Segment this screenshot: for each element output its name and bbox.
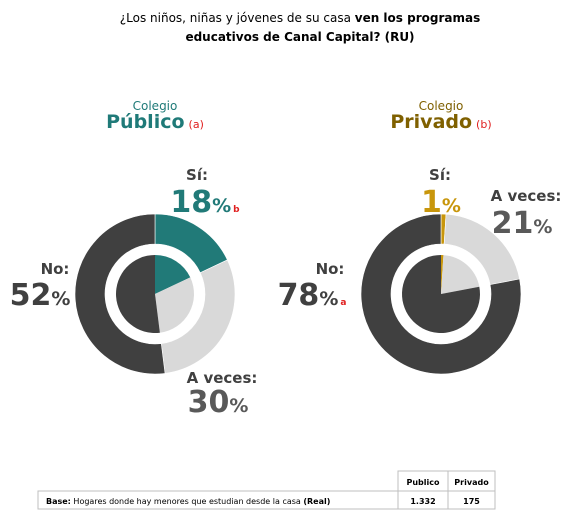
row-label-part: (Real) bbox=[303, 497, 330, 506]
inner-slice bbox=[402, 255, 480, 333]
table-value: 1.332 bbox=[410, 497, 435, 506]
chart-heading: Público (a) bbox=[106, 111, 204, 133]
table-row-label: Base: Hogares donde hay menores que estu… bbox=[46, 497, 330, 506]
chart-subtitle: Colegio bbox=[419, 99, 464, 113]
donut-slice bbox=[160, 259, 236, 374]
value-number: 78 bbox=[278, 278, 320, 313]
donut-slice bbox=[360, 213, 522, 375]
chart-title: educativos de Canal Capital? (RU) bbox=[185, 30, 414, 44]
value-unit: % bbox=[51, 288, 70, 310]
value-label: 21% bbox=[492, 206, 553, 241]
category-label: Sí: bbox=[186, 166, 208, 184]
chart-heading: Privado (b) bbox=[390, 111, 491, 133]
inner-slice bbox=[155, 255, 191, 294]
inner-slice bbox=[441, 255, 480, 294]
value-unit: % bbox=[212, 195, 231, 217]
value-unit: % bbox=[442, 195, 461, 217]
value-label: 30% bbox=[188, 385, 249, 420]
heading-tag: (b) bbox=[476, 118, 492, 131]
significance-letter: b bbox=[233, 205, 240, 215]
value-label: 52% bbox=[10, 278, 71, 313]
value-unit: % bbox=[319, 288, 338, 310]
row-label-part: Base: bbox=[46, 497, 71, 506]
category-label: A veces: bbox=[187, 369, 258, 387]
inner-slice bbox=[116, 255, 160, 333]
value-label: 18% b bbox=[170, 185, 240, 220]
value-number: 52 bbox=[10, 278, 52, 313]
category-label: No: bbox=[316, 260, 345, 278]
value-unit: % bbox=[533, 216, 552, 238]
table-header: Publico bbox=[406, 478, 440, 487]
chart-subtitle: Colegio bbox=[133, 99, 178, 113]
table-cell bbox=[447, 490, 496, 510]
significance-letter: a bbox=[340, 298, 346, 308]
heading-tag: (a) bbox=[189, 118, 204, 131]
value-number: 18 bbox=[170, 185, 212, 220]
inner-slice bbox=[155, 277, 194, 333]
value-number: 21 bbox=[492, 206, 534, 241]
value-number: 30 bbox=[188, 385, 230, 420]
row-label-part: Hogares donde hay menores que estudian d… bbox=[71, 497, 303, 506]
category-label: A veces: bbox=[491, 187, 562, 205]
value-label: 1% bbox=[421, 185, 461, 220]
heading-text: Privado bbox=[390, 111, 472, 133]
heading-text: Público bbox=[106, 111, 184, 133]
table-value: 175 bbox=[463, 497, 480, 506]
title-part: educativos de Canal Capital? (RU) bbox=[185, 30, 414, 44]
inner-slice bbox=[441, 255, 444, 294]
chart-title: ¿Los niños, niñas y jóvenes de su casa v… bbox=[120, 11, 480, 25]
title-part: ven los programas bbox=[355, 11, 480, 25]
category-label: Sí: bbox=[429, 166, 451, 184]
base-table: Publico Privado Base: Hogares donde hay me… bbox=[37, 470, 496, 510]
value-number: 1 bbox=[421, 185, 442, 220]
title-part: ¿Los niños, niñas y jóvenes de su casa bbox=[120, 11, 355, 25]
table-header: Privado bbox=[454, 478, 489, 487]
category-label: No: bbox=[41, 260, 70, 278]
donut-slice bbox=[74, 213, 166, 375]
value-unit: % bbox=[229, 395, 248, 417]
value-label: 78% a bbox=[278, 278, 347, 313]
